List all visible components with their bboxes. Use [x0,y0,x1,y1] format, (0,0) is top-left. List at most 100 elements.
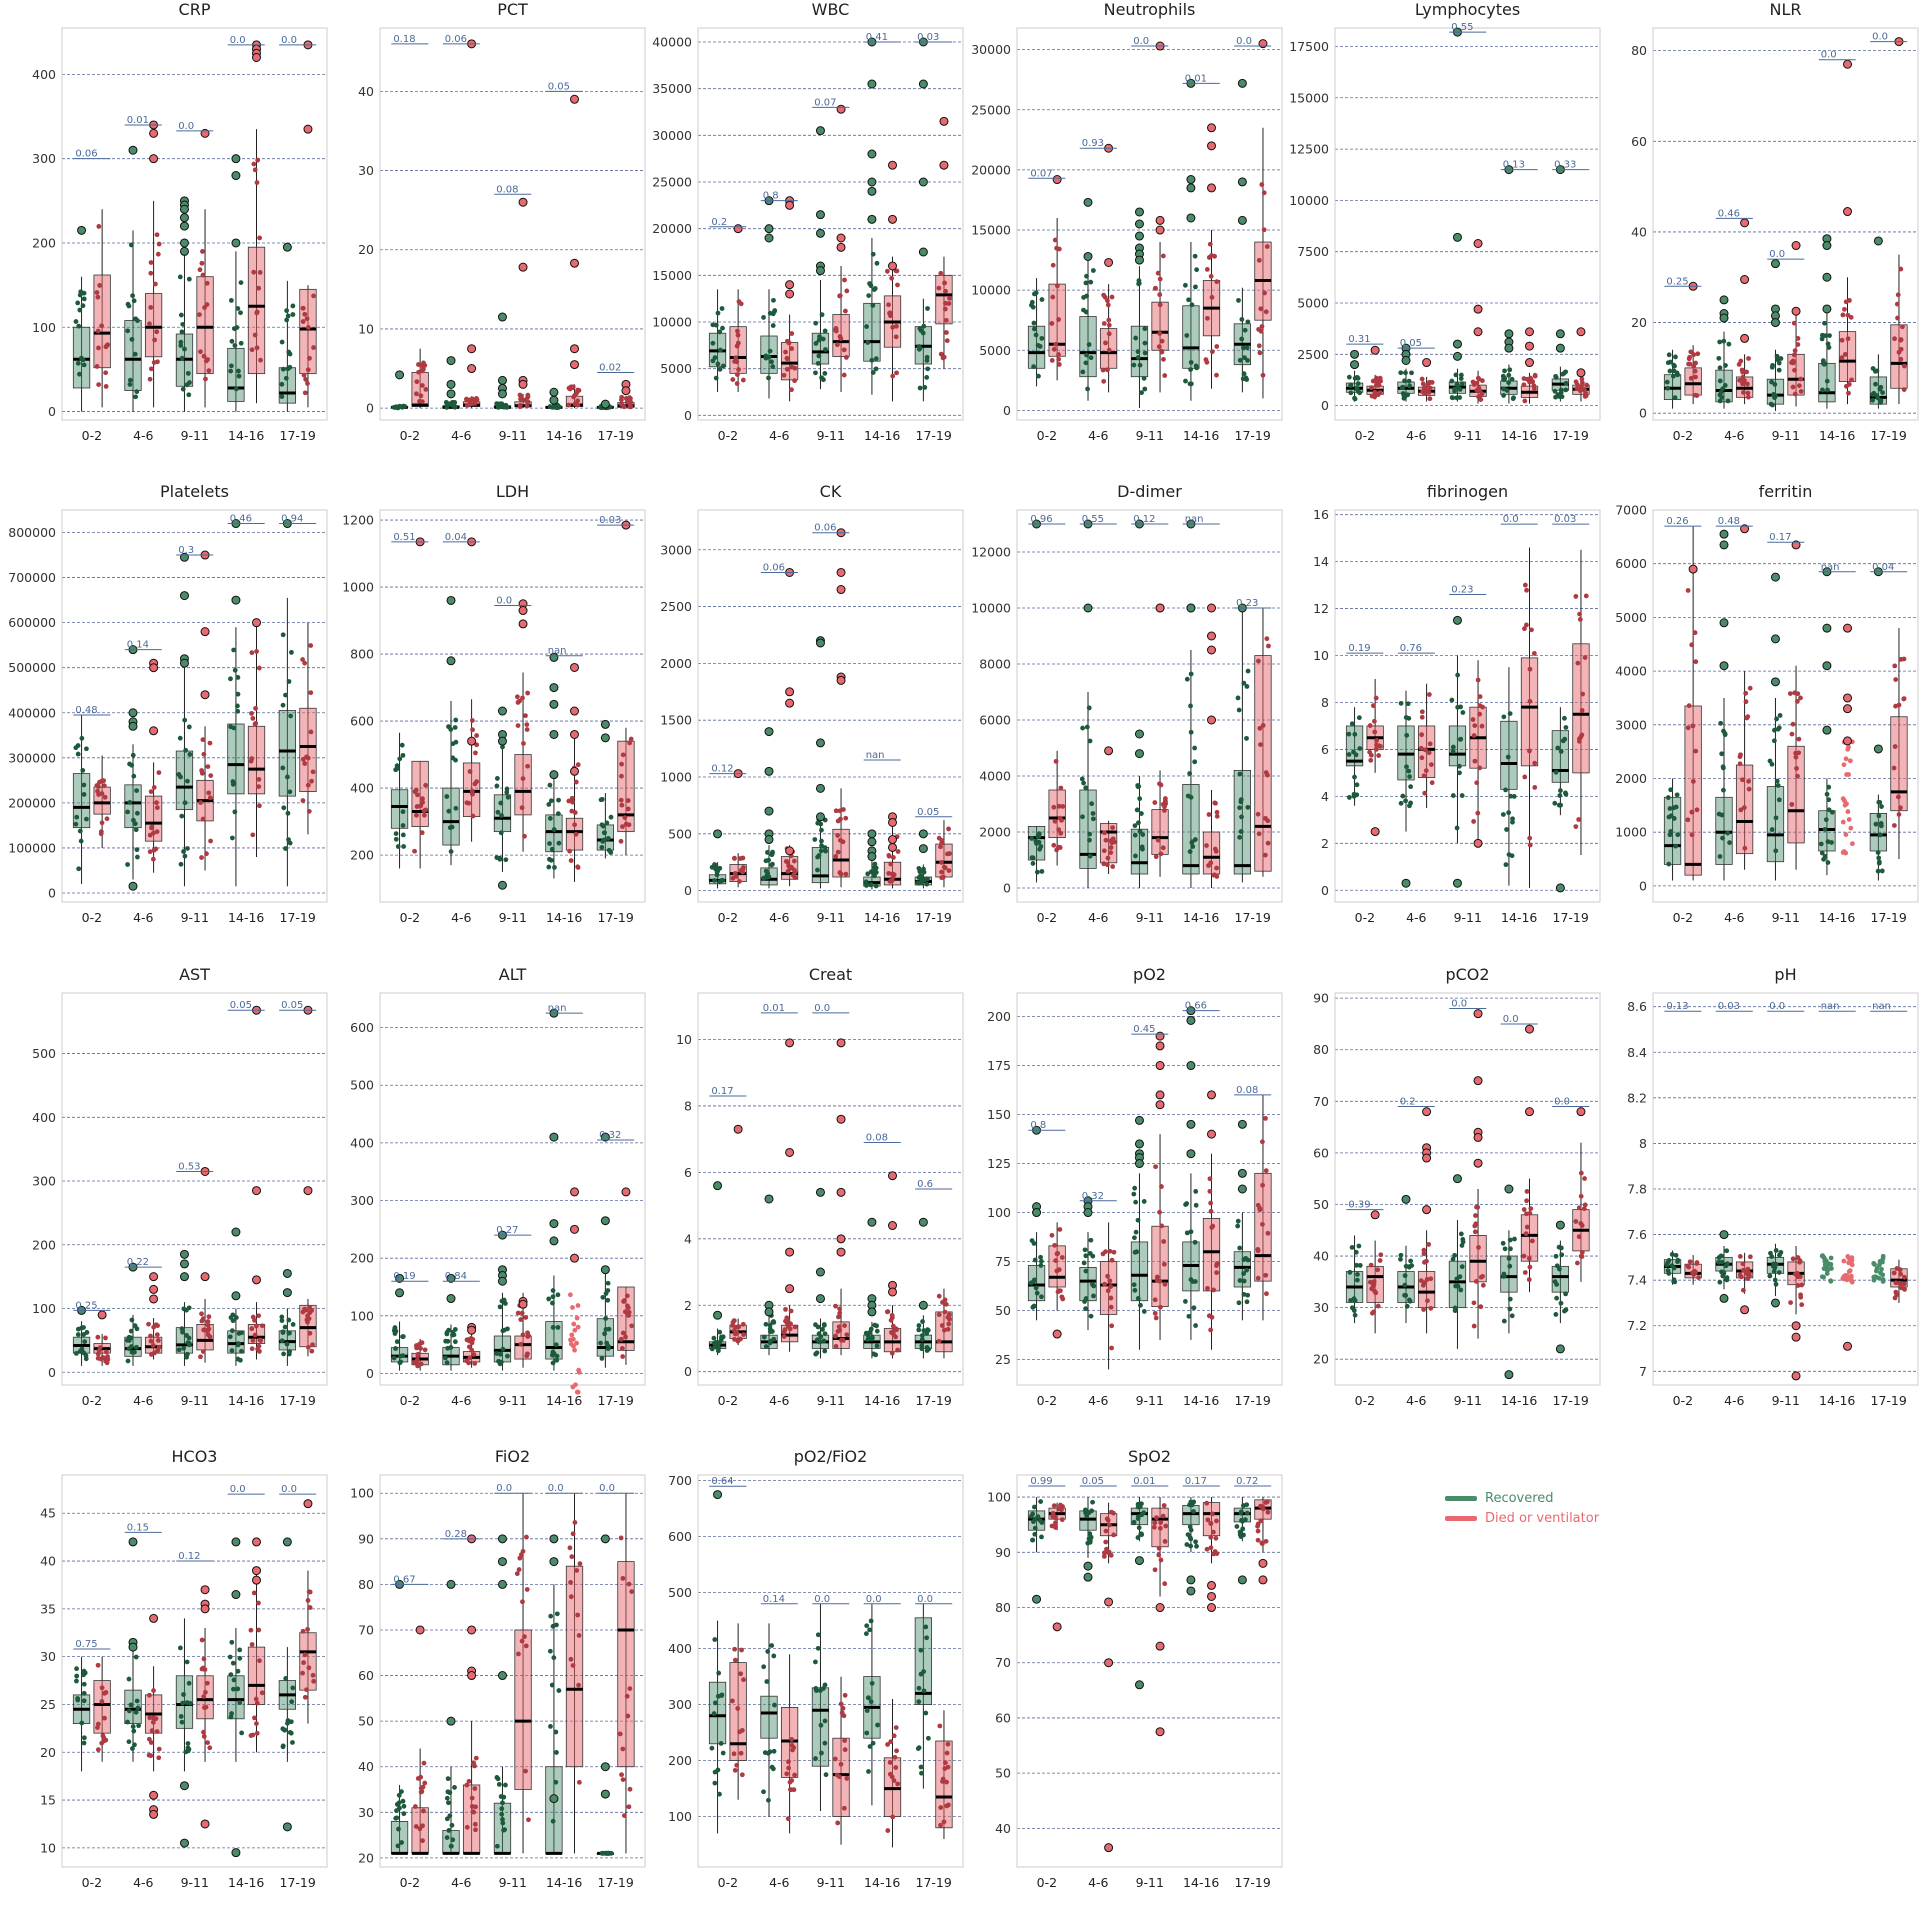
data-point [939,875,945,881]
outlier-point [1822,623,1832,633]
data-point [1214,865,1219,871]
data-point [1574,386,1580,391]
data-point [1348,390,1354,396]
data-point [1404,732,1410,738]
x-tick-label: 17-19 [1553,1393,1589,1408]
data-point [627,395,632,401]
data-point [1162,1539,1168,1544]
data-point [919,1333,925,1338]
outlier-point [1155,1061,1165,1071]
data-point [1238,797,1244,803]
data-point [1204,843,1209,848]
data-point [916,1323,922,1328]
data-point [1110,864,1116,869]
data-point [885,1742,890,1747]
data-point [1871,1274,1877,1280]
data-point [1829,809,1835,815]
data-point [1502,1246,1508,1252]
data-point [1419,376,1425,382]
data-point [784,366,790,372]
box [124,784,142,829]
data-point [1584,382,1590,388]
data-point [1479,391,1485,397]
outlier-point [867,79,877,89]
data-point [1107,1248,1113,1254]
y-tick-label: 100 [350,1308,374,1323]
data-point [1877,1259,1883,1264]
data-point [1895,315,1900,321]
data-point [837,1327,843,1333]
data-point [94,290,100,295]
data-point [186,1680,192,1686]
data-point [1472,723,1478,729]
data-point [151,1324,157,1330]
data-point [401,844,407,849]
data-point [818,1688,823,1693]
x-tick-label: 17-19 [598,1875,634,1890]
data-point [1789,360,1794,365]
outlier-point [303,1186,313,1196]
data-point [466,1360,472,1366]
panel-title: Creat [808,965,853,984]
y-tick-label: 90 [1313,991,1329,1006]
pvalue-label: 0.0 [814,1003,830,1014]
y-tick-label: 7.8 [1627,1182,1647,1197]
x-tick-label: 0-2 [718,1393,738,1408]
outlier-point [570,1253,580,1263]
outlier-point [1207,183,1217,193]
data-point [444,794,450,799]
data-point [730,1698,735,1704]
outlier-point [1134,231,1144,241]
data-point [280,1330,286,1336]
outlier-point [446,1273,456,1283]
box [247,725,266,795]
data-point [524,1534,529,1540]
data-point [184,382,190,388]
data-point [446,1327,452,1333]
data-point [1776,1270,1782,1275]
data-point [734,1762,740,1768]
data-point [625,1305,631,1311]
data-point [1244,345,1250,351]
data-point [154,805,160,811]
panel-alt: ALT 0 100 200 300 400 500 600 0-2 4-6 9-11 14-16 17-… [318,965,653,1425]
data-point [1139,390,1144,396]
data-point [311,1678,317,1684]
plot-frame [697,27,964,421]
data-point [834,342,840,348]
data-point [1501,714,1507,720]
outlier-point [600,733,610,743]
data-point [474,742,480,748]
data-point [1424,1277,1430,1282]
data-point [420,796,425,802]
data-point [1686,703,1692,709]
x-tick-label: 0-2 [1355,428,1375,443]
data-point [179,329,185,335]
outlier-point [1843,704,1853,714]
data-point [94,364,100,369]
data-point [187,752,193,757]
data-point [1738,752,1743,758]
data-point [1476,385,1482,391]
data-point [177,735,183,741]
data-point [1028,1513,1034,1519]
data-point [1527,842,1533,848]
x-tick-label: 4-6 [451,428,471,443]
data-point [1368,1279,1373,1285]
data-point [1528,1206,1534,1211]
pvalue-label: 0.01 [1133,1476,1155,1487]
data-point [1030,861,1036,866]
data-point [546,856,552,862]
data-point [818,1334,824,1340]
pvalue-label: 0.06 [763,562,785,573]
data-point [1258,1518,1264,1524]
data-point [1189,1502,1195,1508]
data-point [125,1719,130,1725]
outlier-point [231,1848,241,1858]
y-tick-label: 300 [32,1174,56,1189]
data-point [1154,1515,1159,1521]
data-point [815,1632,821,1638]
data-point [201,1694,207,1699]
outlier-point [1207,123,1217,133]
data-point [1500,812,1506,817]
